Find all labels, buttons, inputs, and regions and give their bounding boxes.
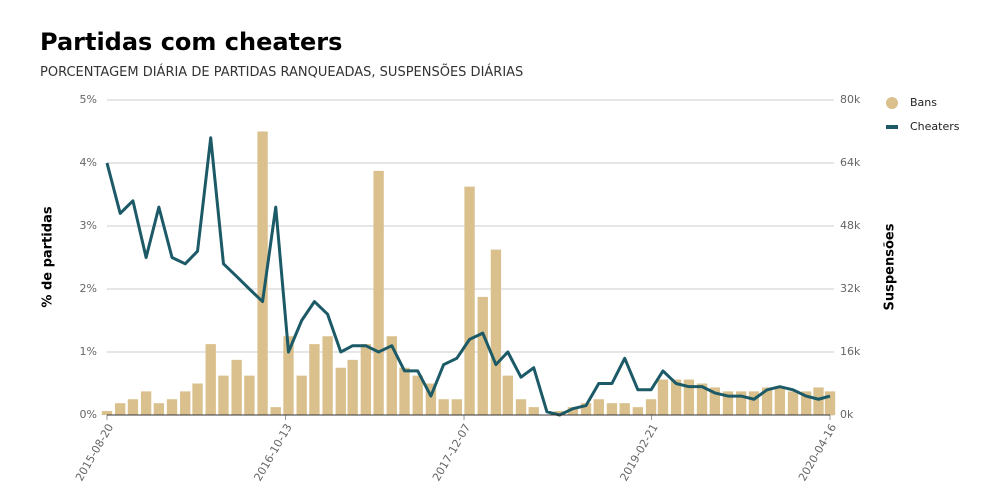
x-tick-label: 2020-04-16 — [796, 422, 839, 484]
bar — [761, 387, 773, 415]
bar — [360, 344, 372, 415]
x-tick-label: 2015-08-20 — [73, 422, 116, 484]
bar — [801, 391, 812, 415]
bar — [645, 399, 657, 415]
x-tick-label: 2016-10-13 — [251, 422, 294, 484]
bar — [593, 399, 604, 415]
bar — [425, 383, 437, 415]
legend-swatch — [886, 97, 898, 109]
bar — [322, 336, 333, 415]
y-tick-label: 4% — [80, 156, 97, 169]
bar — [309, 344, 320, 415]
chart-subtitle: PORCENTAGEM DIÁRIA DE PARTIDAS RANQUEADA… — [40, 64, 523, 80]
bar — [696, 383, 708, 415]
bar — [192, 383, 203, 415]
bar — [736, 391, 747, 415]
bar — [824, 391, 836, 415]
y-tick-label: 1% — [80, 345, 97, 358]
bar — [127, 399, 139, 415]
y2-tick-label: 16k — [840, 345, 861, 358]
y-tick-label: 2% — [80, 282, 97, 295]
y2-tick-label: 48k — [840, 219, 861, 232]
bar — [722, 391, 734, 415]
bar — [399, 367, 410, 415]
bar — [205, 344, 216, 415]
bar — [567, 407, 579, 415]
bar — [180, 391, 191, 415]
bar — [606, 403, 618, 415]
bar — [748, 391, 760, 415]
y2-tick-label: 80k — [840, 93, 861, 106]
bar — [296, 375, 307, 415]
line — [105, 136, 831, 417]
x-tick-label: 2017-12-07 — [430, 422, 473, 484]
bar — [580, 403, 592, 415]
bar — [619, 403, 630, 415]
bar — [813, 387, 824, 415]
bar — [438, 399, 449, 415]
bar — [257, 131, 268, 415]
bar — [774, 387, 786, 415]
x-tick-label: 2019-02-21 — [617, 422, 660, 484]
bar — [270, 407, 281, 415]
y-tick-label: 5% — [80, 93, 97, 106]
bar — [477, 296, 488, 415]
y2-tick-label: 64k — [840, 156, 861, 169]
bar — [554, 411, 565, 415]
bar — [632, 407, 644, 415]
y-tick-label: 3% — [80, 219, 97, 232]
bar — [515, 399, 527, 415]
bar — [140, 391, 152, 415]
chart-title: Partidas com cheaters — [40, 28, 342, 56]
legend-label: Bans — [910, 96, 937, 109]
bar — [335, 367, 346, 415]
legend-swatch — [886, 125, 898, 129]
bar — [528, 407, 539, 415]
bar — [670, 379, 682, 415]
y-axis-label: % de partidas — [41, 206, 56, 307]
legend-label: Cheaters — [910, 120, 960, 133]
bar — [787, 391, 799, 415]
bar — [464, 186, 475, 415]
bar — [490, 249, 502, 415]
bar — [218, 375, 229, 415]
bar — [657, 379, 669, 415]
bar — [153, 403, 165, 415]
bar — [451, 399, 462, 415]
bar — [244, 375, 255, 415]
bar — [502, 375, 513, 415]
bar — [283, 336, 294, 415]
bar — [115, 403, 126, 415]
bar — [347, 359, 358, 415]
bar — [166, 399, 178, 415]
bar — [709, 387, 720, 415]
bar — [386, 336, 397, 415]
bar — [101, 411, 113, 415]
bar — [412, 375, 423, 415]
y-tick-label: 0% — [80, 408, 97, 421]
y2-tick-label: 0k — [840, 408, 854, 421]
bar — [683, 379, 695, 415]
y2-axis-label: Suspensões — [883, 223, 898, 310]
y2-tick-label: 32k — [840, 282, 861, 295]
bar — [231, 359, 242, 415]
bar — [373, 170, 384, 415]
